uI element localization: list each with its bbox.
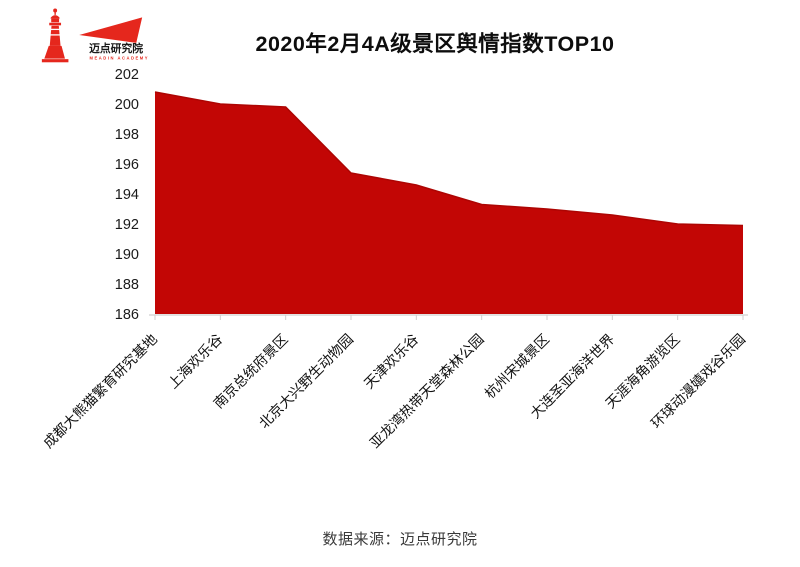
area-fill [155,92,743,314]
y-tick-label: 200 [115,97,139,113]
y-tick-label: 198 [115,127,139,143]
x-category-label: 成都大熊猫繁育研究基地 [40,331,160,451]
x-category-label: 天津欢乐谷 [361,331,422,392]
meadin-logo: 迈点研究院 MEADIN ACADEMY [41,8,149,63]
y-tick-label: 202 [115,67,139,83]
y-tick-label: 190 [115,247,139,263]
chart-title: 2020年2月4A级景区舆情指数TOP10 [255,32,615,56]
logo-name: 迈点研究院 [89,41,143,55]
y-tick-label: 186 [115,307,139,323]
y-tick-label: 194 [115,187,139,203]
area-top-line [154,91,744,227]
x-category-label: 亚龙湾热带天堂森林公园 [367,331,487,451]
lighthouse-icon [41,8,69,63]
logo-subtitle: MEADIN ACADEMY [90,56,149,61]
y-tick-label: 196 [115,157,139,173]
y-tick-label: 188 [115,277,139,293]
area-series [154,91,744,314]
x-category-label: 杭州宋城景区 [481,331,552,402]
data-source: 数据来源：迈点研究院 [322,531,478,548]
area-chart: 202 200 198 196 194 192 190 188 186 成都大熊猫繁育研究基地上… [40,67,748,451]
lighthouse-beam-shape [79,17,143,43]
y-tick-label: 192 [115,217,139,233]
x-category-label: 上海欢乐谷 [165,331,226,392]
y-axis-labels: 202 200 198 196 194 192 190 188 186 [115,67,139,323]
x-axis [149,314,748,320]
